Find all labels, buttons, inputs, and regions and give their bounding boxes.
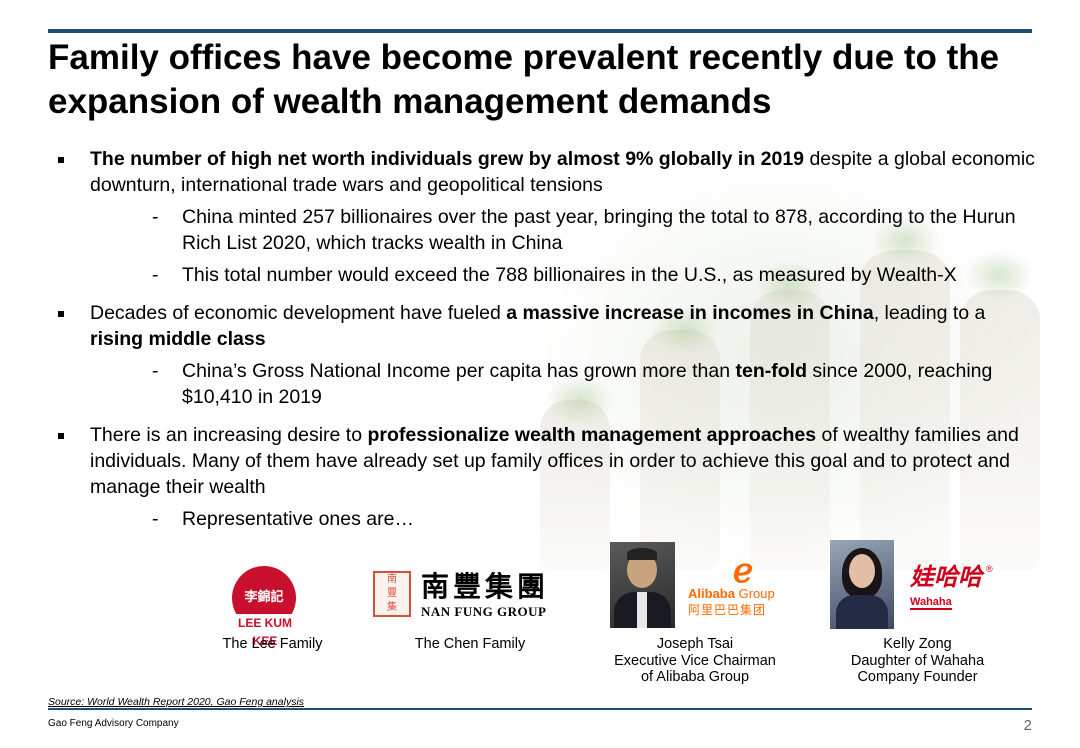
sub-bullet-item: - China’s Gross National Income per capit… [90, 358, 1038, 410]
emphasis-text: a massive increase in incomes in China [506, 302, 874, 324]
bullet-item: There is an increasing desire to profess… [48, 422, 1038, 532]
square-bullet-icon [58, 157, 64, 163]
body-text: despite a global economic downturn, inte… [90, 148, 1035, 196]
alibaba-smile-icon: ℯ [732, 552, 754, 590]
dash-bullet-icon: - [152, 360, 159, 382]
body-text: Representative ones are… [182, 508, 414, 530]
body-text: This total number would exceed the 788 b… [182, 264, 957, 286]
source-note: Source: World Wealth Report 2020, Gao Fe… [48, 696, 305, 708]
footer-company: Gao Feng Advisory Company [48, 718, 179, 729]
dash-bullet-icon: - [152, 206, 159, 228]
footer-rule [48, 708, 1032, 710]
body-text: China’s Gross National Income per capita… [182, 360, 736, 382]
body-text: since 2000, reaching $10,410 in 2019 [182, 360, 993, 408]
bullet-list: The number of high net worth individuals… [48, 146, 1038, 544]
lee-kum-kee-logo: 李錦記 LEE KUM KEE [230, 566, 310, 648]
caption-lee-family: The Lee Family [222, 636, 323, 652]
wahaha-logo: 娃哈哈 ® Wahaha [910, 564, 993, 610]
body-text: of wealthy families and individuals. Man… [90, 424, 1019, 498]
emphasis-text: The number of high net worth individuals… [90, 148, 805, 170]
body-text: , leading to a [873, 302, 986, 324]
body-text: Decades of economic development have fue… [90, 302, 507, 324]
emphasis-text: rising middle class [90, 328, 266, 350]
bullet-item: Decades of economic development have fue… [48, 300, 1038, 410]
caption-joseph-tsai: Joseph Tsai Executive Vice Chairman of A… [614, 636, 776, 685]
nan-fung-seal-icon: 南豐集 [373, 571, 411, 617]
dash-bullet-icon: - [152, 264, 159, 286]
emphasis-text: ten-fold [735, 360, 807, 382]
body-text: China minted 257 billionaires over the p… [182, 206, 1016, 254]
bullet-item: The number of high net worth individuals… [48, 146, 1038, 288]
body-text: There is an increasing desire to [90, 424, 368, 446]
title-top-rule [48, 29, 1032, 33]
sub-bullet-item: - Representative ones are… [90, 506, 1038, 532]
caption-kelly-zong: Kelly Zong Daughter of Wahaha Company Fo… [850, 636, 985, 685]
square-bullet-icon [58, 311, 64, 317]
sub-bullet-item: - China minted 257 billionaires over the … [90, 204, 1038, 256]
dash-bullet-icon: - [152, 508, 159, 530]
caption-chen-family: The Chen Family [414, 636, 526, 652]
page-number: 2 [1023, 717, 1032, 734]
alibaba-group-logo: ℯ Alibaba Group 阿里巴巴集团 [688, 552, 798, 618]
kelly-zong-photo [830, 540, 894, 629]
emphasis-text: professionalize wealth management approa… [367, 424, 817, 446]
square-bullet-icon [58, 433, 64, 439]
joseph-tsai-photo [610, 542, 675, 628]
slide-title: Family offices have become prevalent rec… [48, 38, 1000, 121]
sub-bullet-item: - This total number would exceed the 788 … [90, 262, 1038, 288]
